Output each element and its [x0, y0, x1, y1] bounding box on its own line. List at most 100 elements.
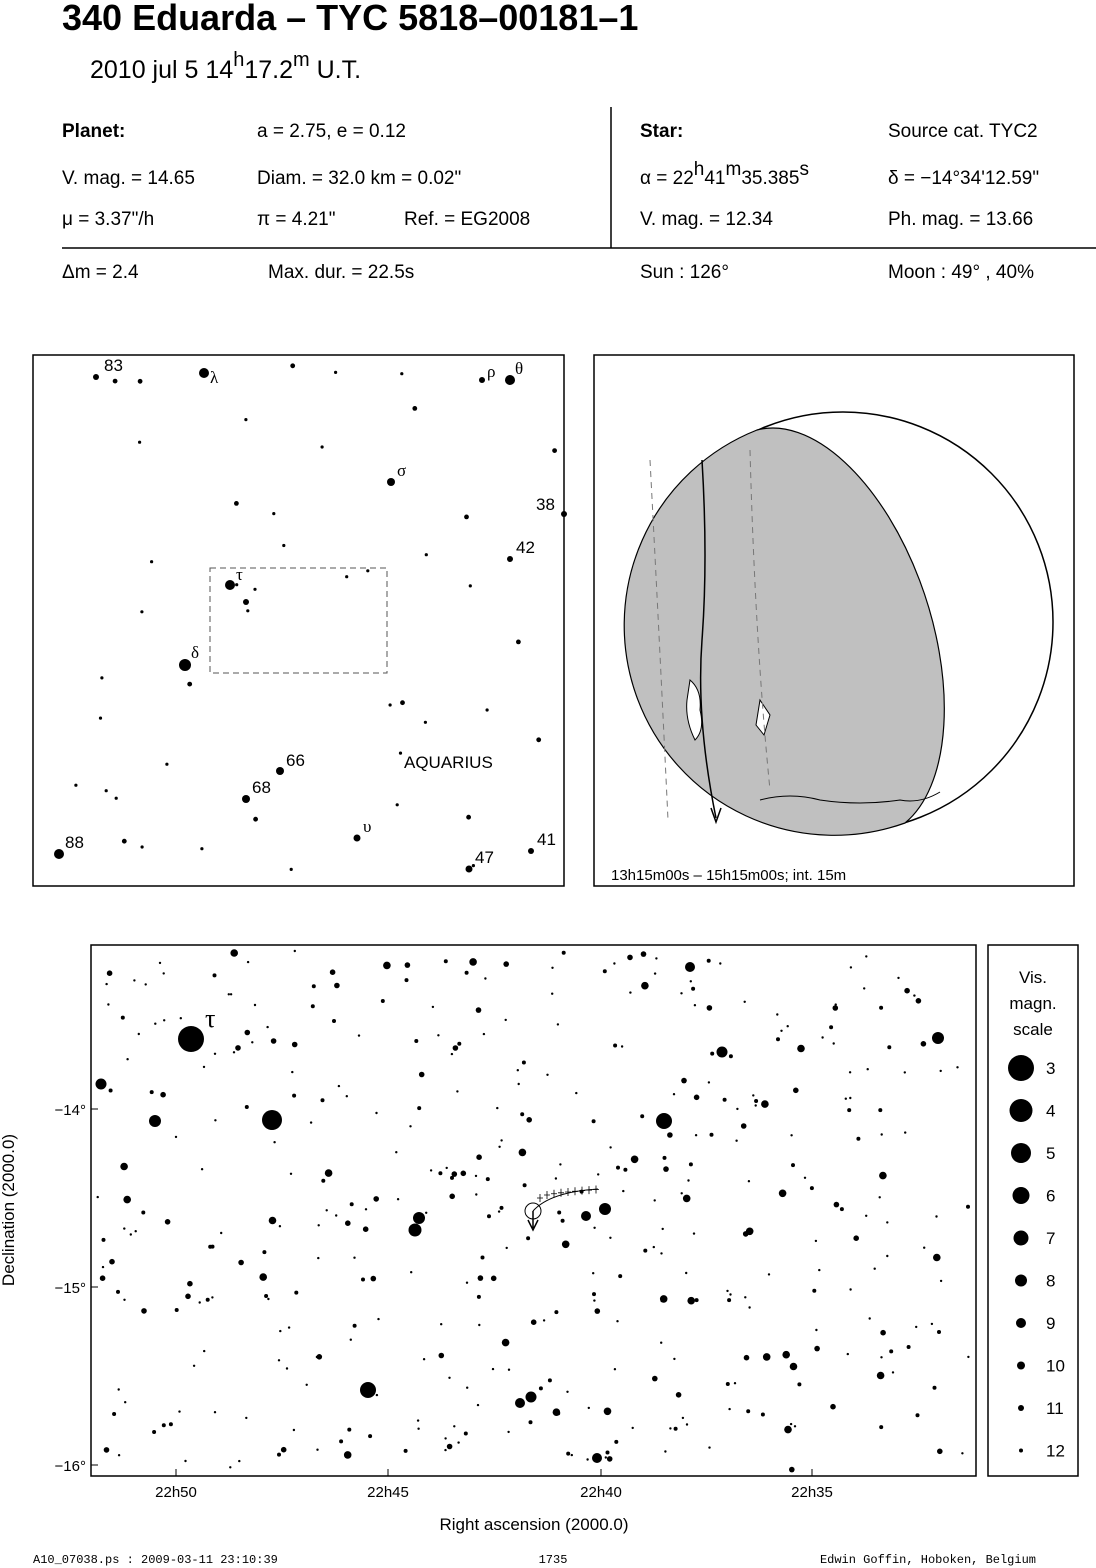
star — [294, 1290, 299, 1295]
star — [847, 1108, 852, 1113]
star — [311, 984, 316, 989]
star — [915, 998, 922, 1004]
star — [561, 1240, 570, 1249]
star — [967, 1355, 970, 1359]
star — [446, 1443, 453, 1450]
star — [103, 1447, 110, 1453]
star — [526, 1117, 532, 1123]
star — [694, 1298, 699, 1303]
star — [560, 1218, 565, 1223]
star — [334, 982, 340, 989]
star — [566, 1390, 569, 1394]
legend-dot — [1016, 1318, 1026, 1328]
legend-title: scale — [1013, 1020, 1053, 1039]
legend-dot — [1012, 1187, 1030, 1204]
star — [708, 1446, 711, 1449]
star — [653, 1199, 656, 1202]
legend-dot — [1009, 1099, 1033, 1122]
star — [292, 1428, 296, 1432]
star — [754, 1104, 757, 1107]
star — [424, 553, 428, 557]
star — [158, 961, 162, 965]
star — [377, 1317, 380, 1321]
star — [343, 1451, 352, 1459]
time-tick — [544, 1191, 550, 1199]
star — [616, 1320, 619, 1323]
star — [246, 609, 250, 613]
star — [793, 1425, 797, 1428]
star — [316, 1448, 319, 1451]
star — [760, 1412, 765, 1417]
star — [932, 1385, 937, 1390]
legend-dot — [1019, 1448, 1023, 1453]
star — [915, 1325, 918, 1329]
star — [112, 378, 118, 384]
star — [694, 1134, 698, 1137]
star — [891, 1371, 895, 1374]
star — [140, 845, 144, 849]
star — [160, 1091, 166, 1098]
star — [212, 973, 217, 978]
star — [438, 1352, 445, 1359]
star — [933, 1253, 941, 1262]
star — [660, 1341, 663, 1344]
star — [205, 1297, 210, 1302]
star — [613, 1043, 618, 1048]
star-label: υ — [363, 817, 371, 836]
star — [443, 959, 448, 964]
star — [832, 1042, 835, 1045]
time-tick — [593, 1185, 599, 1194]
star — [498, 1145, 501, 1149]
legend-label: 3 — [1046, 1059, 1055, 1078]
star — [844, 1097, 847, 1100]
star — [184, 1459, 187, 1463]
star — [886, 1221, 889, 1224]
star — [244, 1029, 251, 1036]
star — [141, 1308, 147, 1314]
star — [468, 584, 472, 588]
star — [767, 1273, 771, 1276]
star — [743, 1354, 750, 1361]
star — [689, 980, 692, 983]
star — [375, 1111, 378, 1115]
star-label: σ — [397, 461, 406, 480]
star — [722, 1097, 727, 1102]
star — [729, 1293, 732, 1296]
value: δ = −14°34'12.59" — [888, 168, 1039, 189]
star-label: 42 — [516, 538, 535, 557]
y-tick-label: −15° — [55, 1280, 86, 1297]
star — [450, 1052, 454, 1056]
star — [681, 1077, 687, 1084]
star — [631, 1426, 634, 1430]
star — [592, 1292, 596, 1297]
star — [353, 1256, 356, 1259]
star — [244, 1105, 249, 1109]
star — [673, 1357, 676, 1361]
x-tick-label: 22h40 — [580, 1484, 622, 1501]
star — [168, 1422, 173, 1427]
star — [349, 1338, 352, 1341]
star — [903, 1071, 906, 1074]
star — [669, 1427, 672, 1430]
star — [234, 501, 239, 506]
star — [627, 954, 633, 961]
star — [554, 1310, 559, 1315]
star — [361, 1277, 365, 1282]
star — [616, 1165, 620, 1170]
star — [138, 440, 142, 444]
star — [137, 378, 143, 384]
footer-center: 1735 — [539, 1553, 568, 1567]
star — [278, 1225, 282, 1228]
ticks — [91, 1108, 813, 1476]
star — [179, 1017, 182, 1020]
star — [904, 987, 910, 994]
star — [120, 1015, 125, 1020]
star — [630, 1155, 639, 1164]
star — [480, 1255, 485, 1260]
star — [262, 1250, 267, 1255]
star — [507, 1430, 510, 1434]
star — [618, 1274, 623, 1279]
star — [834, 1003, 837, 1006]
star — [134, 1230, 137, 1233]
star — [235, 583, 239, 587]
